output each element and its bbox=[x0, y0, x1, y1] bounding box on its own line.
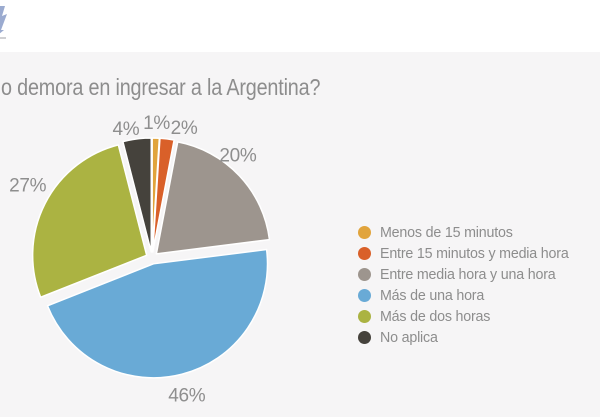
legend-swatch-icon bbox=[358, 226, 371, 239]
pie-slice-1 bbox=[152, 137, 175, 253]
legend-swatch-icon bbox=[358, 268, 371, 281]
pie-chart: 1% 2% 20% 46% 27% 4% bbox=[9, 113, 271, 406]
legend-swatch-icon bbox=[358, 331, 371, 344]
slice-value-label: 1% bbox=[143, 113, 170, 134]
legend-label: Más de una hora bbox=[380, 287, 485, 304]
slice-value-label: 46% bbox=[168, 385, 206, 406]
legend-item: Menos de 15 minutos bbox=[358, 222, 578, 243]
legend-label: Más de dos horas bbox=[380, 308, 491, 325]
legend-item: Más de una hora bbox=[358, 285, 578, 306]
pie-slice-5 bbox=[122, 137, 152, 253]
legend-item: No aplica bbox=[358, 327, 578, 348]
legend-item: Entre 15 minutos y media hora bbox=[358, 243, 578, 264]
header-bar bbox=[0, 0, 600, 52]
legend-label: Entre 15 minutos y media hora bbox=[380, 245, 569, 262]
legend-label: Menos de 15 minutos bbox=[380, 224, 513, 241]
legend-label: Entre media hora y una hora bbox=[380, 266, 556, 283]
pie-slice-3 bbox=[46, 248, 269, 379]
chart-legend: Menos de 15 minutos Entre 15 minutos y me… bbox=[358, 222, 578, 348]
page-title: o demora en ingresar a la Argentina? bbox=[1, 74, 321, 100]
logo bbox=[0, 4, 15, 46]
pie-slice-4 bbox=[31, 144, 148, 298]
slice-value-label: 20% bbox=[219, 145, 257, 166]
pie-slice-2 bbox=[155, 141, 271, 255]
legend-item: Más de dos horas bbox=[358, 306, 578, 327]
legend-label: No aplica bbox=[380, 329, 438, 346]
slice-value-label: 4% bbox=[113, 119, 140, 140]
legend-swatch-icon bbox=[358, 289, 371, 302]
legend-item: Entre media hora y una hora bbox=[358, 264, 578, 285]
slice-value-label: 2% bbox=[171, 118, 198, 139]
legend-swatch-icon bbox=[358, 247, 371, 260]
slice-value-label: 27% bbox=[9, 176, 47, 197]
partial-logo-mark-icon bbox=[0, 6, 7, 39]
legend-swatch-icon bbox=[358, 310, 371, 323]
